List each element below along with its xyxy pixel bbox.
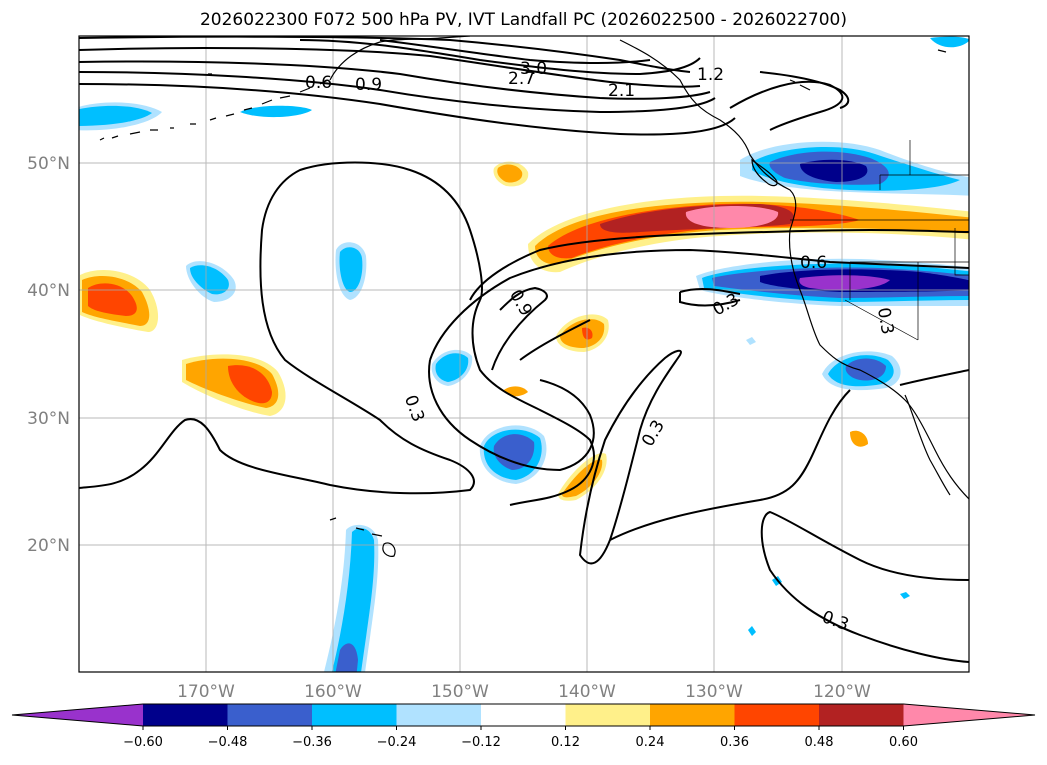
lon-label-130w: 130°W: [685, 682, 743, 702]
colorbar-segment: [650, 704, 735, 726]
gridlines: [79, 36, 969, 672]
ivt-patch-157w-strip: [323, 524, 379, 672]
ivt-patch-ne-blue: [740, 141, 969, 196]
map-title: 2026022300 F072 500 hPa PV, IVT Landfall…: [199, 10, 847, 30]
contour-label: 2.1: [608, 81, 635, 101]
map-background: [79, 36, 969, 672]
ivt-patch-small-4: [746, 337, 756, 345]
colorbar-tick-label: 0.12: [551, 735, 580, 750]
contour-label: 2.7: [508, 69, 535, 89]
contour-label: 0.3: [873, 306, 897, 336]
colorbar-tick-label: 0.48: [805, 735, 834, 750]
ivt-patch-156w: [335, 242, 367, 300]
latitude-labels: 50°N 40°N 30°N 20°N: [27, 154, 70, 556]
ivt-patch-140w-36n: [556, 314, 609, 352]
colorbar-tick-label: −0.48: [208, 735, 248, 750]
colorbar-segment: [734, 704, 820, 726]
colorbar-segment: [312, 704, 397, 726]
lon-label-170w: 170°W: [177, 682, 235, 702]
lat-label-20n: 20°N: [27, 536, 70, 556]
lat-label-40n: 40°N: [27, 281, 70, 301]
colorbar-segment: [227, 704, 313, 726]
map-frame: [78, 35, 970, 673]
colorbar-tick-label: −0.36: [292, 735, 332, 750]
ivt-patch-145w-27n: [479, 425, 547, 484]
lon-label-160w: 160°W: [304, 682, 362, 702]
contour-label: 3.0: [520, 59, 547, 79]
colorbar-extend-low: [12, 704, 143, 726]
borders: [790, 140, 969, 341]
ivt-plume-atmospheric-river: [528, 195, 969, 273]
longitude-labels: 170°W 160°W 150°W 140°W 130°W 120°W: [177, 682, 871, 702]
ivt-patch-120w-28n: [850, 430, 868, 447]
ivt-patch-small-2: [748, 626, 756, 636]
colorbar-segment: [481, 704, 566, 726]
ivt-patch-168w: [186, 261, 236, 302]
lat-label-30n: 30°N: [27, 409, 70, 429]
colorbar-tick-label: 0.36: [720, 735, 749, 750]
ivt-patch-aleutian: [240, 105, 312, 118]
ivt-patch-ne-corner: [930, 36, 969, 48]
colorbar-tick-label: −0.24: [377, 735, 417, 750]
colorbar-segment: [143, 704, 228, 726]
colorbar-extend-high: [903, 704, 1035, 726]
colorbar-tick-label: −0.12: [461, 735, 501, 750]
lon-label-120w: 120°W: [813, 682, 871, 702]
contour-labels: 3.0 2.7 2.1 1.2 0.9 0.6 0.9 0.6 0.3 0.3 …: [305, 59, 897, 635]
lat-label-50n: 50°N: [27, 154, 70, 174]
ivt-patch-40n-blue: [696, 258, 969, 307]
ivt-patch-west-orange: [80, 270, 159, 332]
ivt-patch-small-3: [900, 592, 910, 599]
contour-label: 0.6: [305, 73, 332, 93]
colorbar-tick-label: 0.24: [636, 735, 665, 750]
colorbar-segment: [819, 704, 904, 726]
ivt-patch-145w-49n: [493, 161, 529, 187]
ivt-patch-nw: [79, 102, 162, 131]
colorbar-tick-label: −0.60: [123, 735, 163, 750]
pv-contours: [79, 36, 969, 663]
colorbar-segment: [396, 704, 482, 726]
colorbar: [11, 703, 1036, 727]
contour-label: 1.2: [697, 65, 724, 85]
colorbar-tick-labels: −0.60 −0.48 −0.36 −0.24 −0.12 0.12 0.24 0.36 0.4…: [123, 726, 918, 750]
ivt-filled-patches: [79, 36, 969, 672]
lon-label-150w: 150°W: [431, 682, 489, 702]
lon-label-140w: 140°W: [558, 682, 616, 702]
colorbar-tick-label: 0.60: [889, 735, 918, 750]
colorbar-segment: [565, 704, 651, 726]
contour-label: 0.6: [800, 253, 827, 273]
ivt-patch-165w-orange: [182, 354, 286, 416]
contour-label: 0.9: [355, 75, 382, 95]
